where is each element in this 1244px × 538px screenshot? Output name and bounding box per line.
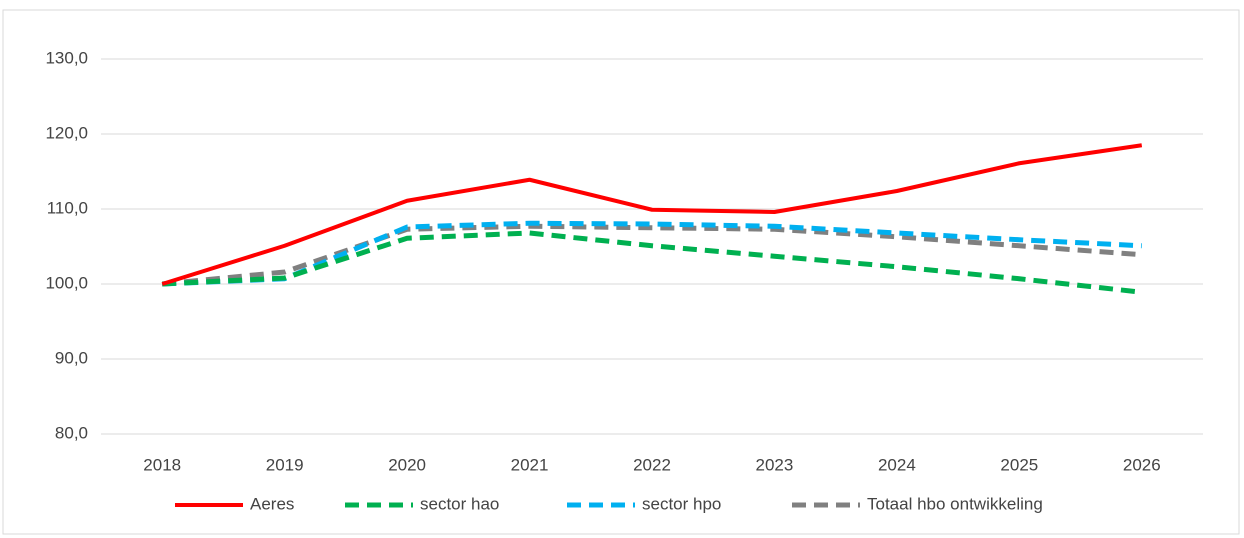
- y-tick-label: 80,0: [55, 423, 88, 442]
- y-tick-label: 130,0: [45, 48, 88, 67]
- y-tick-label: 90,0: [55, 348, 88, 367]
- legend-label: sector hpo: [642, 494, 721, 513]
- y-tick-label: 120,0: [45, 123, 88, 142]
- y-tick-label: 110,0: [47, 198, 88, 217]
- y-tick-label: 100,0: [45, 273, 88, 292]
- x-tick-label: 2025: [1000, 455, 1038, 474]
- x-tick-label: 2024: [878, 455, 916, 474]
- legend-label: sector hao: [420, 494, 499, 513]
- legend-label: Aeres: [250, 494, 294, 513]
- legend-label: Totaal hbo ontwikkeling: [867, 494, 1043, 513]
- x-tick-label: 2023: [756, 455, 794, 474]
- x-tick-label: 2026: [1123, 455, 1161, 474]
- series-line: [162, 220, 1142, 287]
- chart-border: [2, 9, 1240, 535]
- x-tick-label: 2021: [511, 455, 549, 474]
- x-tick-label: 2018: [143, 455, 181, 474]
- x-tick-label: 2020: [388, 455, 426, 474]
- series-line: [161, 143, 1143, 286]
- x-tick-label: 2019: [266, 455, 304, 474]
- series-line: [161, 223, 1142, 287]
- series-line: [162, 230, 1143, 295]
- x-tick-label: 2022: [633, 455, 671, 474]
